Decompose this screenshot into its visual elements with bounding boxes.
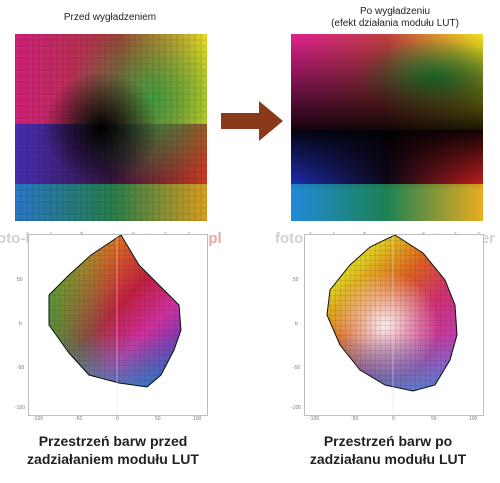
y-axis-letter: b bbox=[295, 321, 298, 327]
right-bottom-line1: Przestrzeń barw po bbox=[323, 433, 453, 449]
left-caption: Przed wygładzeniem bbox=[63, 12, 157, 23]
right-caption-line1: Po wygładzeniu bbox=[359, 6, 431, 17]
y-axis-letter: b bbox=[19, 321, 22, 327]
x-tick: 0 bbox=[116, 416, 119, 422]
y-tick: -100 bbox=[291, 405, 302, 411]
arrow-right-icon bbox=[221, 101, 283, 146]
before-color-swatch bbox=[15, 34, 207, 221]
x-tick: -50 bbox=[75, 416, 83, 422]
x-tick: 100 bbox=[193, 416, 202, 422]
right-caption: Po wygładzeniu (efekt działania modułu L… bbox=[290, 6, 500, 30]
x-tick: -100 bbox=[309, 416, 320, 422]
x-tick: 50 bbox=[431, 416, 437, 422]
before-gamut-plot: 50 b -50 -100 -100 -50 0 50 100 bbox=[15, 234, 208, 422]
y-tick: -50 bbox=[293, 365, 301, 371]
y-tick: -50 bbox=[17, 365, 25, 371]
left-bottom-line1: Przestrzeń barw przed bbox=[38, 433, 188, 449]
y-tick: -100 bbox=[15, 405, 26, 411]
x-tick: -50 bbox=[351, 416, 359, 422]
right-bottom-line2: zadziałanu modułu LUT bbox=[309, 451, 467, 467]
x-tick: -100 bbox=[33, 416, 44, 422]
after-gamut-plot: 50 b -50 -100 -100 -50 0 50 100 bbox=[291, 234, 484, 422]
right-bottom-caption: Przestrzeń barw po zadziałanu modułu LUT bbox=[276, 432, 500, 468]
left-bottom-line2: zadziałaniem modułu LUT bbox=[27, 451, 199, 467]
x-tick: 100 bbox=[469, 416, 478, 422]
y-tick: 50 bbox=[293, 277, 299, 283]
x-tick: 50 bbox=[155, 416, 161, 422]
after-color-swatch bbox=[291, 34, 483, 221]
right-caption-line2: (efekt działania modułu LUT) bbox=[331, 18, 459, 29]
x-tick: 0 bbox=[392, 416, 395, 422]
left-bottom-caption: Przestrzeń barw przed zadziałaniem moduł… bbox=[0, 432, 226, 468]
y-tick: 50 bbox=[17, 277, 23, 283]
arrow-shape bbox=[221, 101, 283, 141]
